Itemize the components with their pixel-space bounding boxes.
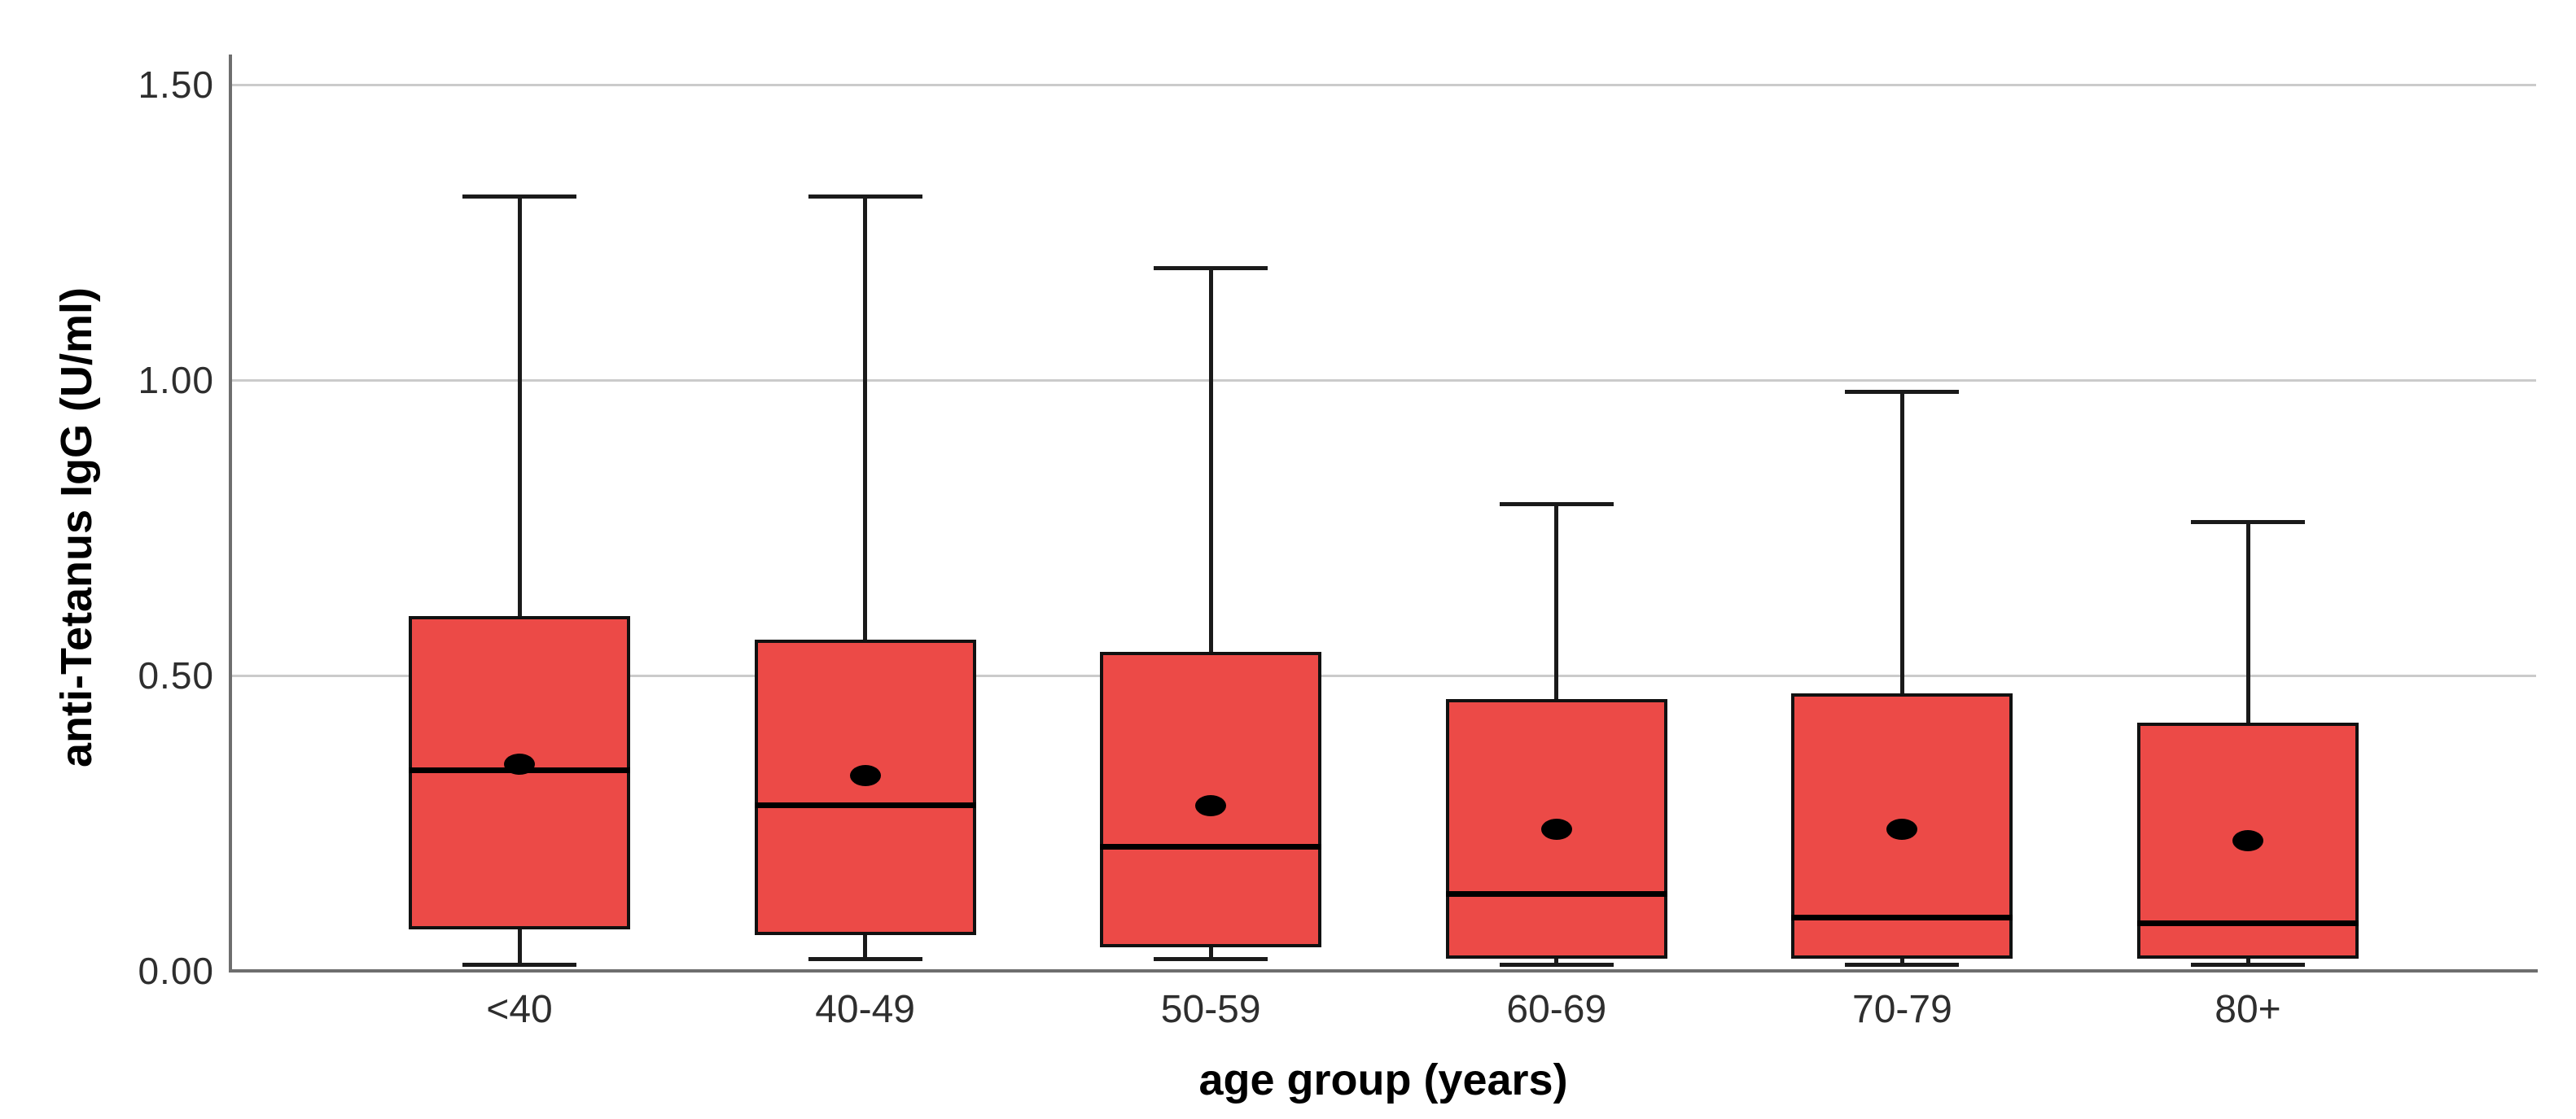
mean-dot: [1195, 794, 1227, 816]
box: [754, 640, 976, 936]
whisker-cap-bottom: [1154, 956, 1268, 961]
gridline: [230, 83, 2536, 86]
whisker-cap-top: [462, 195, 576, 199]
y-axis-line: [229, 55, 232, 971]
median-line: [1791, 915, 2013, 921]
x-tick-label: 70-79: [1852, 988, 1952, 1031]
whisker-cap-bottom: [462, 963, 576, 968]
gridline: [230, 674, 2536, 677]
x-axis-title: age group (years): [1198, 1056, 1568, 1104]
whisker-line: [517, 196, 522, 965]
x-axis-line: [229, 969, 2538, 973]
whisker-cap-top: [1154, 265, 1268, 270]
whisker-cap-top: [1845, 390, 1960, 395]
median-line: [2137, 920, 2359, 927]
whisker-line: [863, 196, 868, 959]
whisker-cap-bottom: [2191, 963, 2305, 968]
gridline: [230, 378, 2536, 382]
whisker-cap-top: [808, 195, 922, 199]
y-tick-label: 0.50: [138, 654, 214, 697]
median-line: [1445, 891, 1667, 898]
whisker-cap-top: [2191, 519, 2305, 524]
x-tick-label: 50-59: [1160, 988, 1261, 1031]
whisker-cap-bottom: [808, 956, 922, 961]
x-tick-label: 60-69: [1506, 988, 1607, 1031]
mean-dot: [1540, 818, 1572, 840]
box: [1100, 651, 1322, 947]
y-tick-label: 0.00: [138, 950, 214, 992]
whisker-cap-bottom: [1845, 963, 1960, 968]
mean-dot: [504, 753, 535, 775]
whisker-cap-bottom: [1499, 963, 1614, 968]
mean-dot: [849, 765, 881, 787]
whisker-cap-top: [1499, 501, 1614, 506]
y-tick-label: 1.00: [138, 359, 214, 401]
x-tick-label: 40-49: [815, 988, 915, 1031]
mean-dot: [2232, 830, 2263, 852]
whisker-line: [1208, 268, 1213, 959]
x-tick-label: <40: [486, 988, 553, 1031]
x-tick-label: 80+: [2215, 988, 2281, 1031]
median-line: [754, 802, 976, 809]
mean-dot: [1886, 818, 1918, 840]
median-line: [1100, 844, 1322, 850]
whisker-line: [1899, 391, 1904, 965]
y-tick-label: 1.50: [138, 63, 214, 106]
